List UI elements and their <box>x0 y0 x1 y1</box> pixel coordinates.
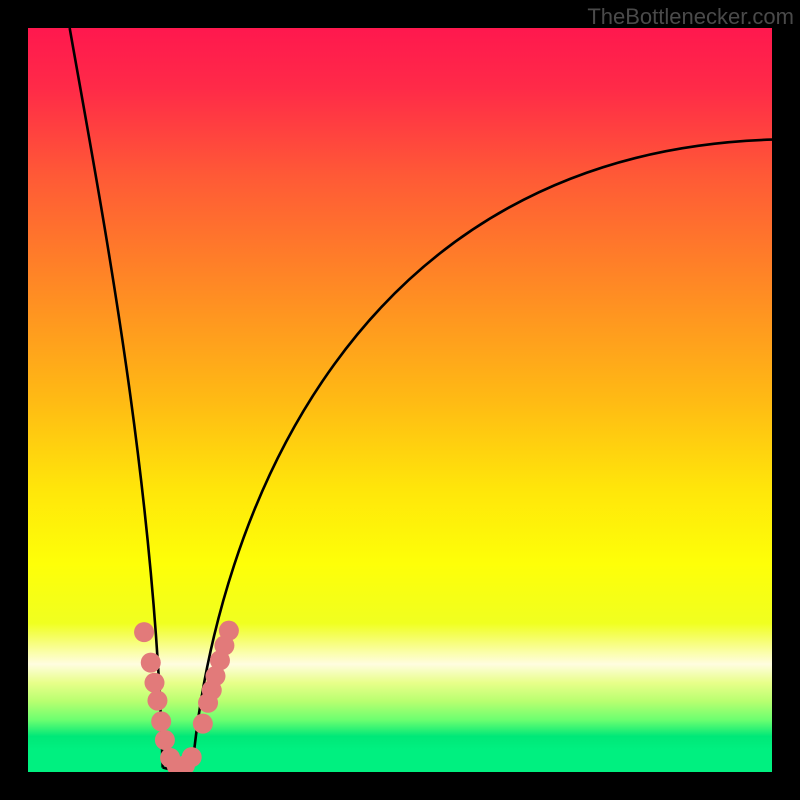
data-marker <box>134 622 154 642</box>
data-marker <box>219 621 239 641</box>
data-marker <box>182 747 202 767</box>
data-marker <box>144 673 164 693</box>
chart-svg-overlay <box>28 28 772 772</box>
watermark-text: TheBottlenecker.com <box>587 4 794 30</box>
data-marker <box>151 711 171 731</box>
data-marker <box>147 691 167 711</box>
chart-frame: TheBottlenecker.com <box>0 0 800 800</box>
curve-right-branch <box>192 140 772 768</box>
data-marker <box>193 714 213 734</box>
data-marker <box>155 730 175 750</box>
data-marker <box>141 653 161 673</box>
plot-area <box>28 28 772 772</box>
